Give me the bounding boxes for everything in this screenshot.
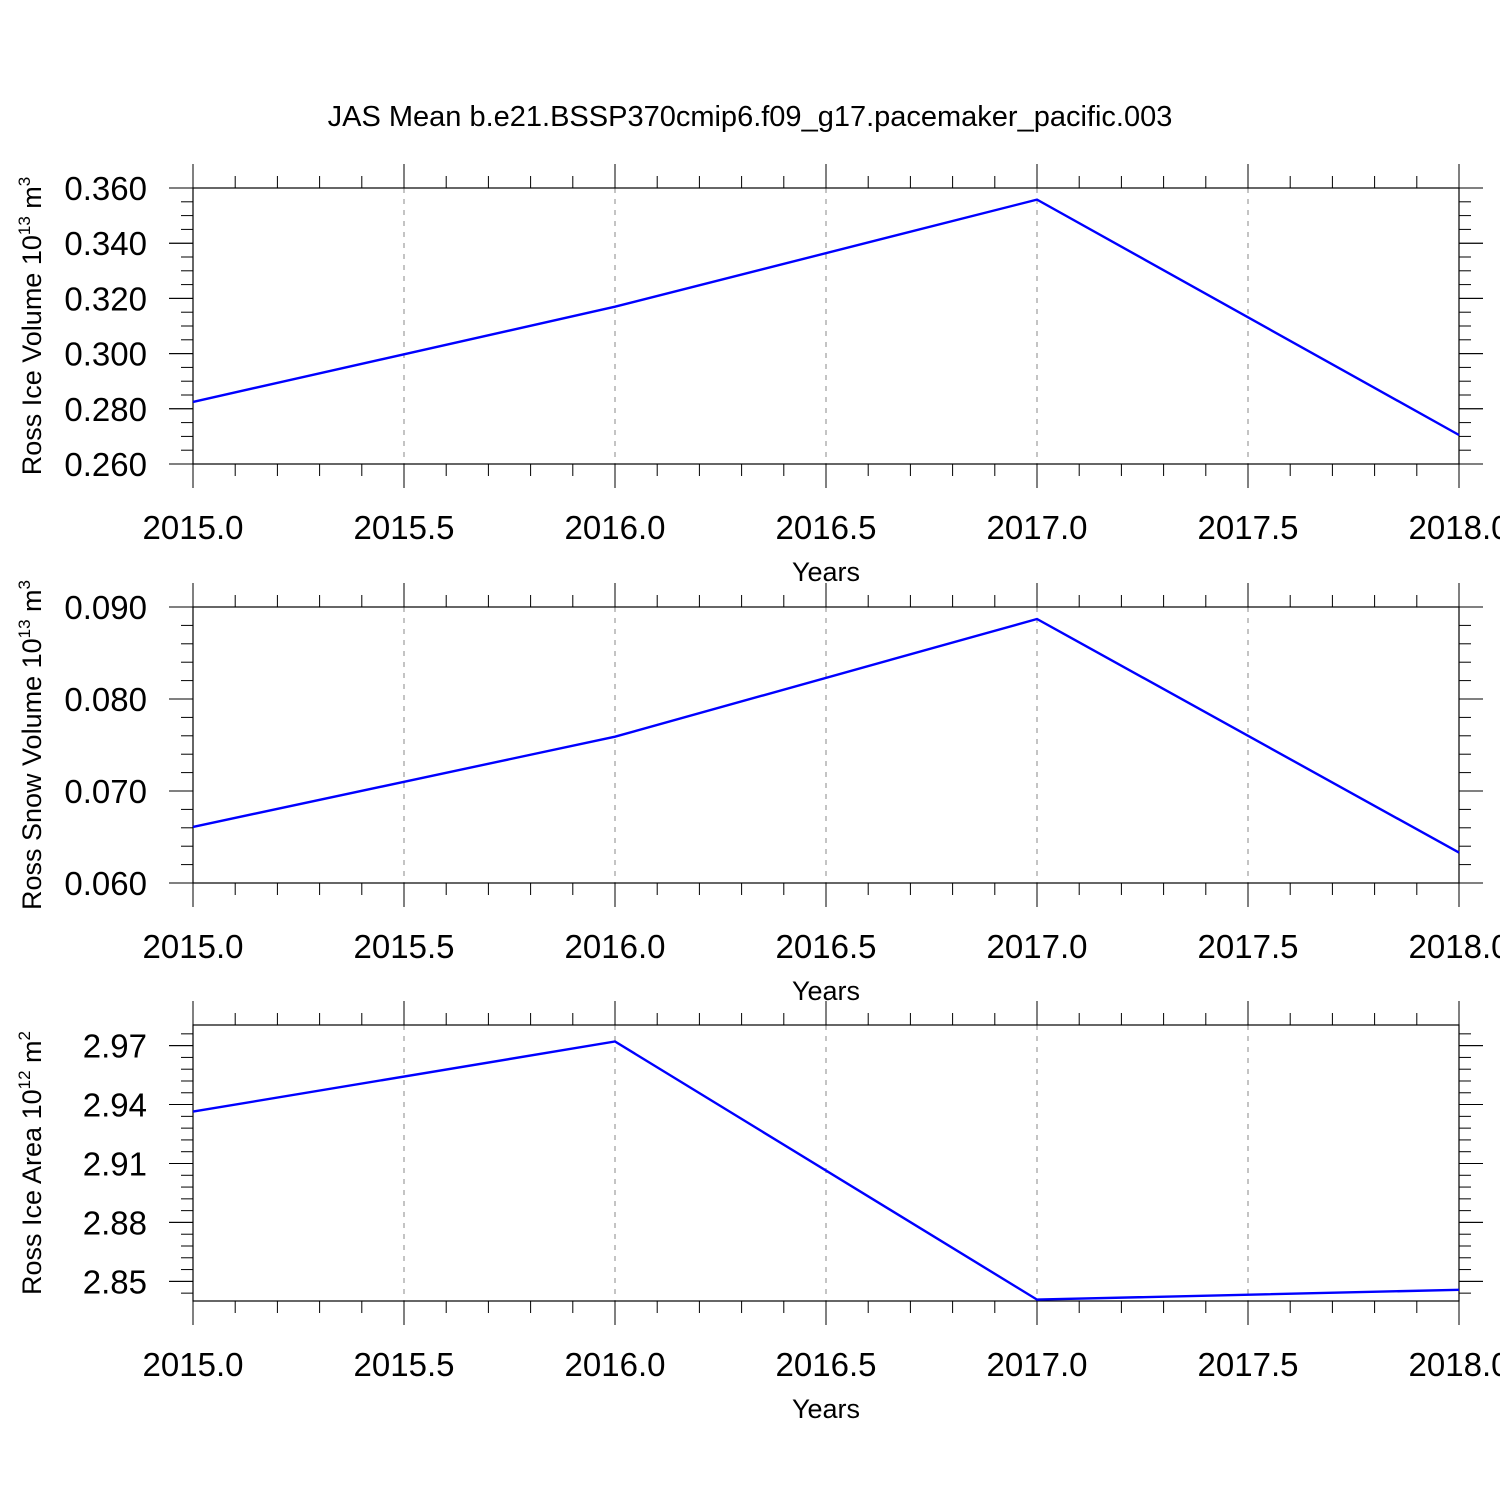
y-axis-label-exponent: 13 — [15, 216, 34, 235]
y-axis-label-main: Ross Snow Volume 10 — [17, 638, 47, 910]
x-tick-label: 2017.5 — [1198, 509, 1299, 546]
x-axis-label: Years — [792, 1394, 860, 1424]
y-tick-label: 0.320 — [64, 280, 147, 317]
y-axis-label-main: Ross Ice Area 10 — [17, 1089, 47, 1295]
x-tick-label: 2015.0 — [143, 509, 244, 546]
panels: 2015.0 2015.5 2016.0 2016.5 2017.0 2017.5 2018… — [15, 164, 1500, 1424]
chart-panel-3: 2015.0 2015.5 2016.0 2016.5 2017.0 2017.5 2018… — [15, 1001, 1500, 1424]
y-axis-label: Ross Ice Area 1012 m2 — [15, 1031, 47, 1295]
y-tick-label: 0.060 — [64, 865, 147, 902]
x-tick-label: 2015.5 — [354, 1346, 455, 1383]
y-axis-label-unit: m — [17, 589, 47, 619]
x-tick-label: 2018.0 — [1409, 509, 1500, 546]
x-tick-label: 2018.0 — [1409, 1346, 1500, 1383]
y-tick-label: 0.090 — [64, 589, 147, 626]
x-tick-label: 2016.5 — [776, 509, 877, 546]
y-axis-label-unit: m — [17, 1040, 47, 1070]
y-tick-label: 0.260 — [64, 446, 147, 483]
y-tick-label: 0.340 — [64, 225, 147, 262]
y-tick-label: 2.91 — [83, 1145, 147, 1182]
x-tick-label: 2015.0 — [143, 1346, 244, 1383]
y-axis-label-unit-exponent: 3 — [15, 580, 34, 589]
y-tick-label: 0.070 — [64, 773, 147, 810]
series-line — [192, 1040, 1460, 1301]
x-tick-label: 2017.0 — [987, 928, 1088, 965]
y-axis-label: Ross Snow Volume 1013 m3 — [15, 580, 47, 910]
y-tick-label: 2.97 — [83, 1028, 147, 1065]
y-axis-label-unit-exponent: 2 — [15, 1031, 34, 1040]
x-tick-label: 2015.0 — [143, 928, 244, 965]
y-tick-label: 0.280 — [64, 391, 147, 428]
x-tick-label: 2016.5 — [776, 928, 877, 965]
figure-title: JAS Mean b.e21.BSSP370cmip6.f09_g17.pace… — [328, 101, 1173, 133]
y-axis-label-exponent: 12 — [15, 1070, 34, 1089]
x-axis-label: Years — [792, 557, 860, 587]
series-line — [192, 198, 1460, 437]
x-tick-label: 2017.0 — [987, 1346, 1088, 1383]
y-axis-label-exponent: 13 — [15, 619, 34, 638]
x-tick-label: 2015.5 — [354, 509, 455, 546]
y-tick-label: 0.080 — [64, 681, 147, 718]
y-axis-label: Ross Ice Volume 1013 m3 — [15, 177, 47, 476]
x-tick-label: 2018.0 — [1409, 928, 1500, 965]
chart-panel-1: 2015.0 2015.5 2016.0 2016.5 2017.0 2017.5 2018… — [15, 164, 1500, 587]
y-axis-label-main: Ross Ice Volume 10 — [17, 235, 47, 475]
y-tick-label: 0.360 — [64, 170, 147, 207]
y-tick-label: 2.94 — [83, 1087, 147, 1124]
x-tick-label: 2016.0 — [565, 509, 666, 546]
series-line — [192, 617, 1460, 854]
y-tick-label: 2.88 — [83, 1204, 147, 1241]
x-tick-label: 2015.5 — [354, 928, 455, 965]
x-tick-label: 2017.5 — [1198, 1346, 1299, 1383]
x-tick-label: 2016.0 — [565, 928, 666, 965]
y-axis-label-unit-exponent: 3 — [15, 177, 34, 186]
y-tick-label: 0.300 — [64, 336, 147, 373]
y-tick-label: 2.85 — [83, 1263, 147, 1300]
x-tick-label: 2016.0 — [565, 1346, 666, 1383]
chart-panel-2: 2015.0 2015.5 2016.0 2016.5 2017.0 2017.5 2018… — [15, 580, 1500, 1006]
x-tick-label: 2017.5 — [1198, 928, 1299, 965]
x-tick-label: 2017.0 — [987, 509, 1088, 546]
x-tick-label: 2016.5 — [776, 1346, 877, 1383]
y-axis-label-unit: m — [17, 186, 47, 216]
